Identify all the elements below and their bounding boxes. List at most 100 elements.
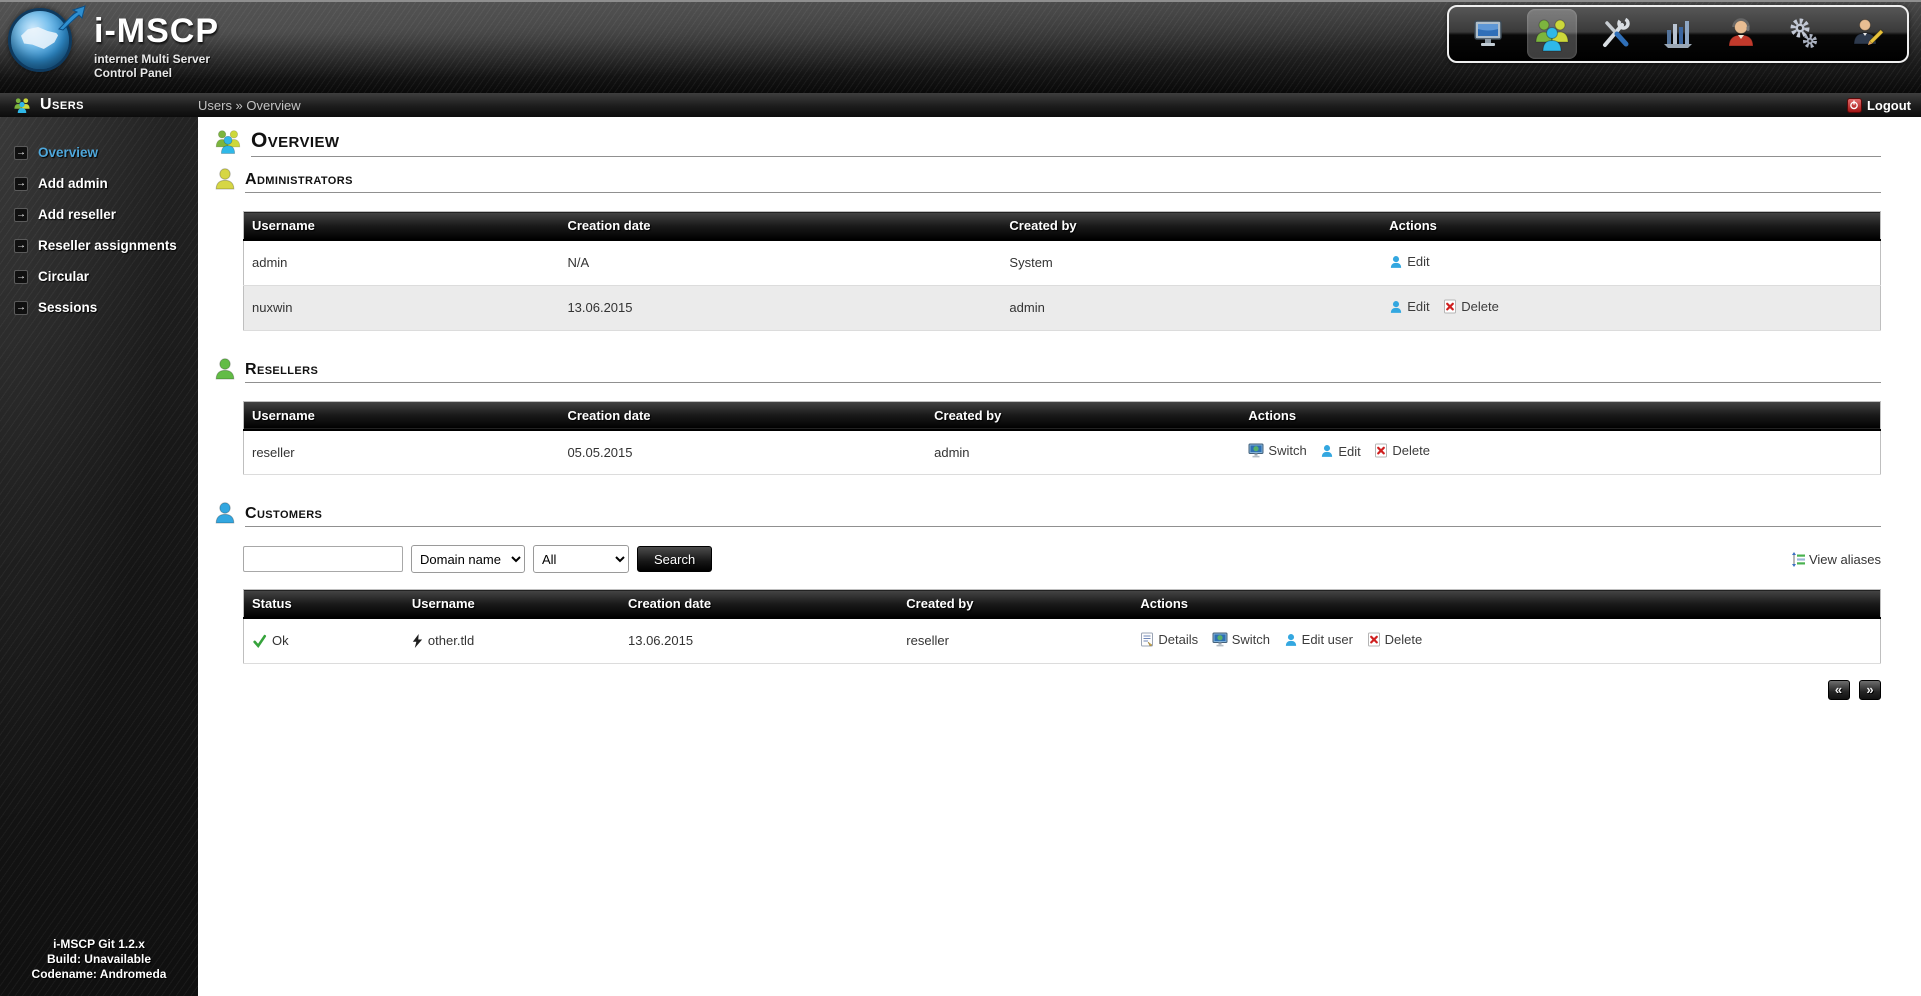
users-icon[interactable] bbox=[1526, 9, 1577, 59]
edit-user-link[interactable]: Edit user bbox=[1284, 632, 1353, 647]
action-label: Delete bbox=[1384, 631, 1423, 647]
edit-link[interactable]: Edit bbox=[1320, 443, 1361, 459]
cell-username: reseller bbox=[243, 429, 560, 475]
resellers-title: Resellers bbox=[245, 361, 1881, 383]
sidebar-item-label[interactable]: Circular bbox=[38, 269, 90, 284]
action-label: Details bbox=[1158, 631, 1199, 647]
action-label: Edit bbox=[1338, 443, 1361, 459]
cell-creation-date: N/A bbox=[559, 240, 1002, 286]
general-icon[interactable] bbox=[1464, 9, 1514, 59]
users-group-icon bbox=[215, 130, 241, 154]
system-tools-icon[interactable] bbox=[1779, 9, 1829, 59]
admin-person-icon bbox=[215, 168, 235, 190]
sidebar-menu: Overview Add admin Add reseller Reseller… bbox=[0, 117, 198, 323]
page-title: Overview bbox=[251, 129, 1881, 157]
resellers-heading-row: Resellers bbox=[213, 357, 1881, 383]
search-status-select[interactable]: All bbox=[533, 545, 629, 573]
delete-link[interactable]: Delete bbox=[1374, 443, 1430, 458]
sidebar-item-label[interactable]: Overview bbox=[38, 145, 99, 160]
arrow-box-icon bbox=[14, 300, 28, 315]
search-input[interactable] bbox=[243, 546, 403, 572]
logo-arrow-icon bbox=[58, 5, 86, 31]
col-created-by: Created by bbox=[926, 401, 1241, 431]
cell-actions: Edit Delete bbox=[1381, 285, 1881, 331]
version-line: i-MSCP Git 1.2.x bbox=[53, 937, 145, 951]
col-created-by: Created by bbox=[898, 589, 1133, 619]
cell-username: other.tld bbox=[403, 618, 620, 664]
col-creation-date: Creation date bbox=[559, 401, 927, 431]
cell-username: admin bbox=[243, 240, 560, 286]
cell-creation-date: 13.06.2015 bbox=[559, 285, 1002, 331]
action-label: Switch bbox=[1231, 631, 1271, 647]
col-actions: Actions bbox=[1240, 401, 1881, 431]
brand-subtitle-1: internet Multi Server bbox=[94, 52, 211, 66]
action-label: Edit bbox=[1407, 299, 1430, 314]
sidebar-item-label[interactable]: Reseller assignments bbox=[38, 238, 177, 253]
sidebar-item-circular[interactable]: Circular bbox=[0, 261, 198, 292]
details-link[interactable]: Details bbox=[1140, 632, 1198, 647]
edit-link[interactable]: Edit bbox=[1389, 299, 1430, 314]
search-button[interactable]: Search bbox=[637, 546, 713, 572]
administrators-title: Administrators bbox=[245, 171, 1881, 193]
customers-search-row: Domain name All Search View aliases bbox=[243, 545, 1881, 573]
statistics-icon[interactable] bbox=[1653, 9, 1703, 59]
col-username: Username bbox=[403, 589, 620, 619]
sidebar: Overview Add admin Add reseller Reseller… bbox=[0, 117, 198, 996]
table-row: admin N/A System Edit bbox=[243, 240, 1881, 286]
next-page-button[interactable]: » bbox=[1859, 679, 1881, 700]
settings-tools-icon[interactable] bbox=[1590, 9, 1640, 59]
delete-icon bbox=[1367, 632, 1380, 647]
sidebar-item-label[interactable]: Add reseller bbox=[38, 207, 117, 222]
sidebar-item-overview[interactable]: Overview bbox=[0, 137, 198, 168]
domain-label[interactable]: other.tld bbox=[427, 633, 475, 649]
edit-link[interactable]: Edit bbox=[1389, 254, 1430, 269]
status-label: Ok bbox=[272, 633, 289, 649]
action-label: Edit user bbox=[1301, 632, 1353, 648]
top-toolbar bbox=[1447, 5, 1909, 63]
table-row: reseller 05.05.2015 admin Switch Edit bbox=[243, 429, 1881, 475]
delete-link[interactable]: Delete bbox=[1443, 299, 1499, 314]
cell-created-by: admin bbox=[926, 429, 1241, 475]
sidebar-item-add-admin[interactable]: Add admin bbox=[0, 168, 198, 199]
section-label: Users bbox=[40, 96, 85, 113]
profile-icon[interactable] bbox=[1842, 9, 1892, 59]
administrators-heading-row: Administrators bbox=[213, 167, 1881, 193]
brand-title: i-MSCP bbox=[94, 12, 219, 50]
switch-link[interactable]: Switch bbox=[1212, 632, 1270, 647]
action-label: Delete bbox=[1392, 443, 1430, 459]
delete-link[interactable]: Delete bbox=[1367, 631, 1423, 647]
sidebar-item-label[interactable]: Sessions bbox=[38, 300, 98, 315]
domain-icon bbox=[412, 633, 423, 648]
col-username: Username bbox=[243, 211, 560, 241]
cell-actions: Details Switch Edit user Delete bbox=[1132, 618, 1881, 664]
cell-created-by: admin bbox=[1001, 285, 1382, 331]
prev-page-button[interactable]: « bbox=[1827, 679, 1850, 700]
cell-actions: Edit bbox=[1381, 240, 1881, 286]
col-creation-date: Creation date bbox=[620, 589, 899, 619]
arrow-box-icon bbox=[14, 145, 28, 160]
support-icon[interactable] bbox=[1716, 9, 1766, 59]
cell-username: nuxwin bbox=[243, 285, 560, 331]
sidebar-item-sessions[interactable]: Sessions bbox=[0, 292, 198, 323]
switch-link[interactable]: Switch bbox=[1248, 443, 1307, 459]
version-line: Codename: Andromeda bbox=[31, 967, 167, 981]
main-content: Overview Administrators Username Creatio… bbox=[198, 117, 1921, 996]
logout-button[interactable]: Logout bbox=[1846, 97, 1921, 113]
administrators-table: Username Creation date Created by Action… bbox=[243, 211, 1881, 331]
cell-status: Ok bbox=[243, 618, 404, 664]
pagination: « » bbox=[243, 679, 1881, 700]
action-label: Switch bbox=[1268, 443, 1307, 459]
reseller-person-icon bbox=[215, 357, 235, 379]
sidebar-item-reseller-assignments[interactable]: Reseller assignments bbox=[0, 230, 198, 261]
arrow-box-icon bbox=[14, 269, 28, 284]
customers-title: Customers bbox=[245, 505, 1881, 527]
brand-subtitle-2: Control Panel bbox=[94, 66, 173, 80]
view-aliases-link[interactable]: View aliases bbox=[1791, 551, 1881, 567]
user-icon bbox=[1322, 445, 1333, 458]
sidebar-item-label[interactable]: Add admin bbox=[38, 176, 108, 191]
sidebar-item-add-reseller[interactable]: Add reseller bbox=[0, 199, 198, 230]
app-header: i-MSCP internet Multi Server Control Pan… bbox=[0, 0, 1921, 93]
search-field-select[interactable]: Domain name bbox=[411, 545, 525, 573]
view-aliases-icon bbox=[1791, 551, 1805, 567]
table-row: Ok other.tld 13.06.2015 reseller bbox=[243, 618, 1881, 664]
